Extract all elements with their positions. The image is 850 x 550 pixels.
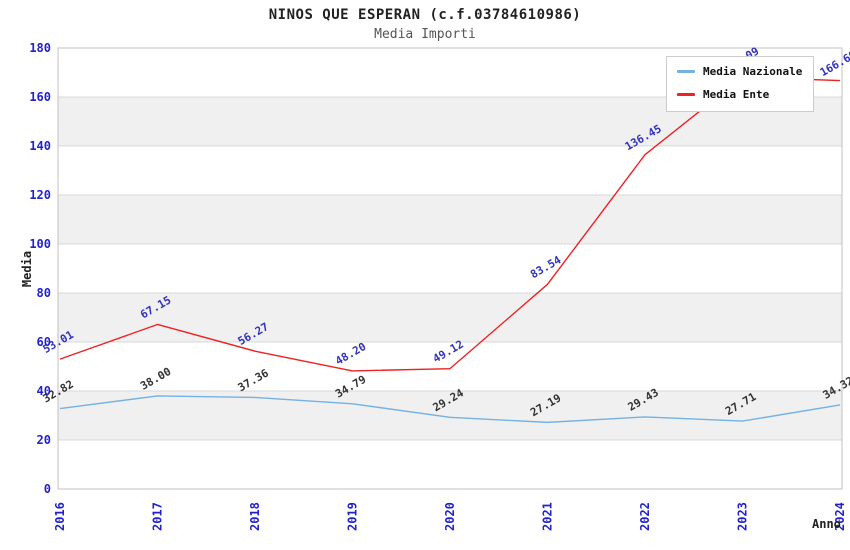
x-axis-title: Anno — [812, 517, 841, 531]
y-tick-label: 180 — [29, 41, 51, 55]
y-axis-title: Media — [20, 250, 34, 288]
x-tick-label: 2022 — [638, 502, 652, 531]
y-tick-label: 20 — [37, 433, 51, 447]
legend: Media Nazionale Media Ente — [666, 56, 815, 112]
chart-subtitle: Media Importi — [374, 27, 476, 42]
x-tick-label: 2018 — [248, 502, 262, 531]
y-tick-label: 120 — [29, 188, 51, 202]
y-tick-label: 140 — [29, 139, 51, 153]
x-tick-label: 2023 — [736, 502, 750, 531]
x-tick-label: 2019 — [346, 502, 360, 531]
plot-band — [58, 244, 842, 293]
y-tick-label: 60 — [37, 335, 51, 349]
legend-item-media-nazionale: Media Nazionale — [677, 65, 802, 78]
legend-label-media-nazionale: Media Nazionale — [703, 65, 803, 78]
plot-band — [58, 391, 842, 440]
y-tick-label: 0 — [44, 482, 51, 496]
y-tick-label: 160 — [29, 90, 51, 104]
plot-band — [58, 342, 842, 391]
y-tick-label: 80 — [37, 286, 51, 300]
series-line-media-nazionale — [59, 395, 841, 424]
media-nazionale-line-swatch — [677, 70, 695, 73]
media-ente-line-swatch — [677, 93, 695, 96]
x-tick-label: 2020 — [443, 502, 457, 531]
x-tick-label: 2016 — [53, 502, 67, 531]
y-tick-label: 40 — [37, 384, 51, 398]
legend-item-media-ente: Media Ente — [677, 88, 802, 101]
plot-band — [58, 293, 842, 342]
x-tick-label: 2021 — [541, 502, 555, 531]
plot-band — [58, 440, 842, 489]
plot-band — [58, 195, 842, 244]
x-tick-label: 2017 — [151, 502, 165, 531]
plot-frame — [57, 47, 843, 490]
chart-title: NINOS QUE ESPERAN (c.f.03784610986) — [268, 7, 582, 23]
y-tick-label: 100 — [29, 237, 51, 251]
plot-band — [58, 146, 842, 195]
x-tick-label: 2024 — [833, 502, 847, 531]
legend-label-media-ente: Media Ente — [703, 88, 770, 101]
